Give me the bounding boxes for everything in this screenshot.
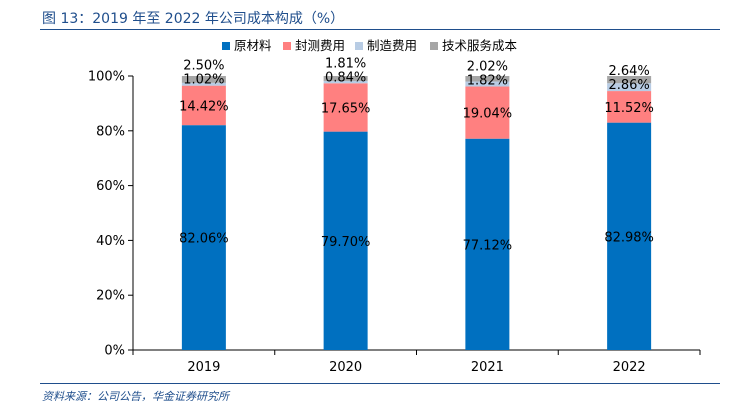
data-label-2019-series-2: 1.02%: [183, 73, 224, 88]
data-labels: 82.06%14.42%1.02%2.50%79.70%17.65%0.84%1…: [179, 56, 654, 253]
y-tick-label-5: 100%: [88, 70, 125, 85]
bar-2022-series-0: [607, 122, 652, 350]
legend-label-0: 原材料: [234, 38, 272, 53]
data-label-2022-series-2: 2.86%: [608, 78, 649, 93]
data-label-2021-series-2: 1.82%: [467, 74, 508, 89]
y-tick-label-0: 0%: [104, 344, 125, 359]
bar-2021-series-2: [465, 81, 510, 87]
y-tick-label-2: 40%: [96, 234, 125, 249]
legend-swatch-0: [222, 42, 230, 50]
legend-label-1: 封测费用: [295, 38, 345, 53]
top-divider: [40, 29, 720, 30]
data-label-2021-series-1: 19.04%: [463, 107, 513, 122]
legend-swatch-1: [283, 42, 291, 50]
data-label-2022-series-0: 82.98%: [604, 230, 654, 245]
bar-2019-series-1: [181, 85, 226, 126]
data-label-2020-series-2: 0.84%: [325, 70, 366, 85]
data-label-2021-series-0: 77.12%: [463, 238, 513, 253]
legend-swatch-3: [430, 42, 438, 50]
data-label-2022-series-1: 11.52%: [604, 101, 654, 116]
figure-title: 图 13：2019 年至 2022 年公司成本构成（%）: [42, 11, 345, 27]
data-label-2020-series-3: 1.81%: [325, 56, 366, 71]
y-tick-label-1: 20%: [96, 289, 125, 304]
x-tick-label-2021: 2021: [471, 360, 504, 375]
x-tick-label-2022: 2022: [613, 360, 646, 375]
bar-2022-series-3: [607, 76, 652, 84]
x-tick-label-2019: 2019: [187, 360, 220, 375]
bar-2019-series-3: [181, 76, 226, 83]
data-label-2019-series-0: 82.06%: [179, 232, 229, 247]
data-label-2019-series-1: 14.42%: [179, 99, 229, 114]
axes: 0% 20% 40% 60% 80% 100% 2019 2020 2021 2022: [88, 70, 701, 375]
bar-2020-series-0: [323, 131, 368, 350]
legend-label-2: 制造费用: [367, 38, 417, 53]
legend-swatch-2: [355, 42, 363, 50]
bar-2021-series-1: [465, 86, 510, 139]
x-tick-label-2020: 2020: [329, 360, 362, 375]
legend-label-3: 技术服务成本: [442, 38, 518, 53]
bar-2019-series-0: [181, 125, 226, 350]
source-note: 资料来源：公司公告，华金证券研究所: [42, 390, 229, 403]
bar-2019-series-2: [181, 82, 226, 86]
bar-2020-series-3: [323, 76, 368, 81]
data-label-2020-series-1: 17.65%: [321, 101, 371, 116]
bar-2021-series-3: [465, 76, 510, 82]
data-label-2020-series-0: 79.70%: [321, 235, 371, 250]
bar-2020-series-1: [323, 83, 368, 132]
y-tick-label-4: 80%: [96, 124, 125, 139]
bottom-divider: [40, 383, 720, 384]
y-tick-label-3: 60%: [96, 179, 125, 194]
bar-2020-series-2: [323, 80, 368, 84]
data-label-2021-series-3: 2.02%: [467, 60, 508, 75]
bar-2022-series-2: [607, 83, 652, 92]
bar-2022-series-1: [607, 91, 652, 123]
bar-2021-series-0: [465, 138, 510, 350]
bars: [181, 76, 652, 350]
legend: 原材料 封测费用 制造费用 技术服务成本: [222, 38, 518, 53]
data-label-2022-series-3: 2.64%: [608, 64, 649, 79]
data-label-2019-series-3: 2.50%: [183, 59, 224, 74]
